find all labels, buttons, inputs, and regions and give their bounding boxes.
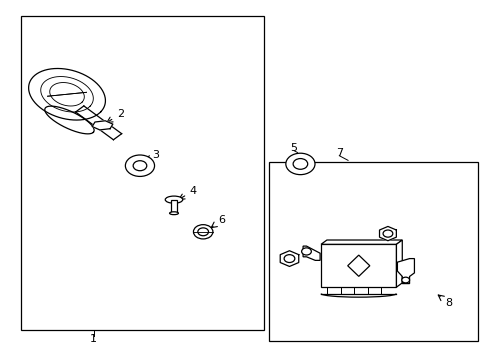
Circle shape [193,225,212,239]
Polygon shape [397,258,414,284]
Polygon shape [347,255,369,276]
Polygon shape [321,240,402,244]
Text: 6: 6 [211,215,224,228]
Text: 4: 4 [179,186,197,199]
Circle shape [284,255,294,262]
Text: 8: 8 [437,295,451,308]
Circle shape [292,158,307,169]
Bar [170,200,177,213]
Text: 7: 7 [335,148,342,158]
Circle shape [285,153,314,175]
Polygon shape [396,240,402,287]
Circle shape [198,228,208,236]
Text: 3: 3 [145,150,159,161]
Ellipse shape [169,212,178,215]
Circle shape [301,248,311,255]
Circle shape [401,277,409,283]
Polygon shape [280,251,298,266]
Text: 1: 1 [90,334,97,344]
Bar [268,162,477,341]
Polygon shape [92,121,113,130]
Polygon shape [303,246,320,260]
Text: 2: 2 [107,109,124,122]
Ellipse shape [165,196,183,203]
Text: 5: 5 [290,143,297,153]
Circle shape [133,161,146,171]
Circle shape [382,230,392,237]
Polygon shape [379,226,396,241]
Circle shape [125,155,154,176]
Bar [21,16,264,330]
Bar [321,244,396,287]
